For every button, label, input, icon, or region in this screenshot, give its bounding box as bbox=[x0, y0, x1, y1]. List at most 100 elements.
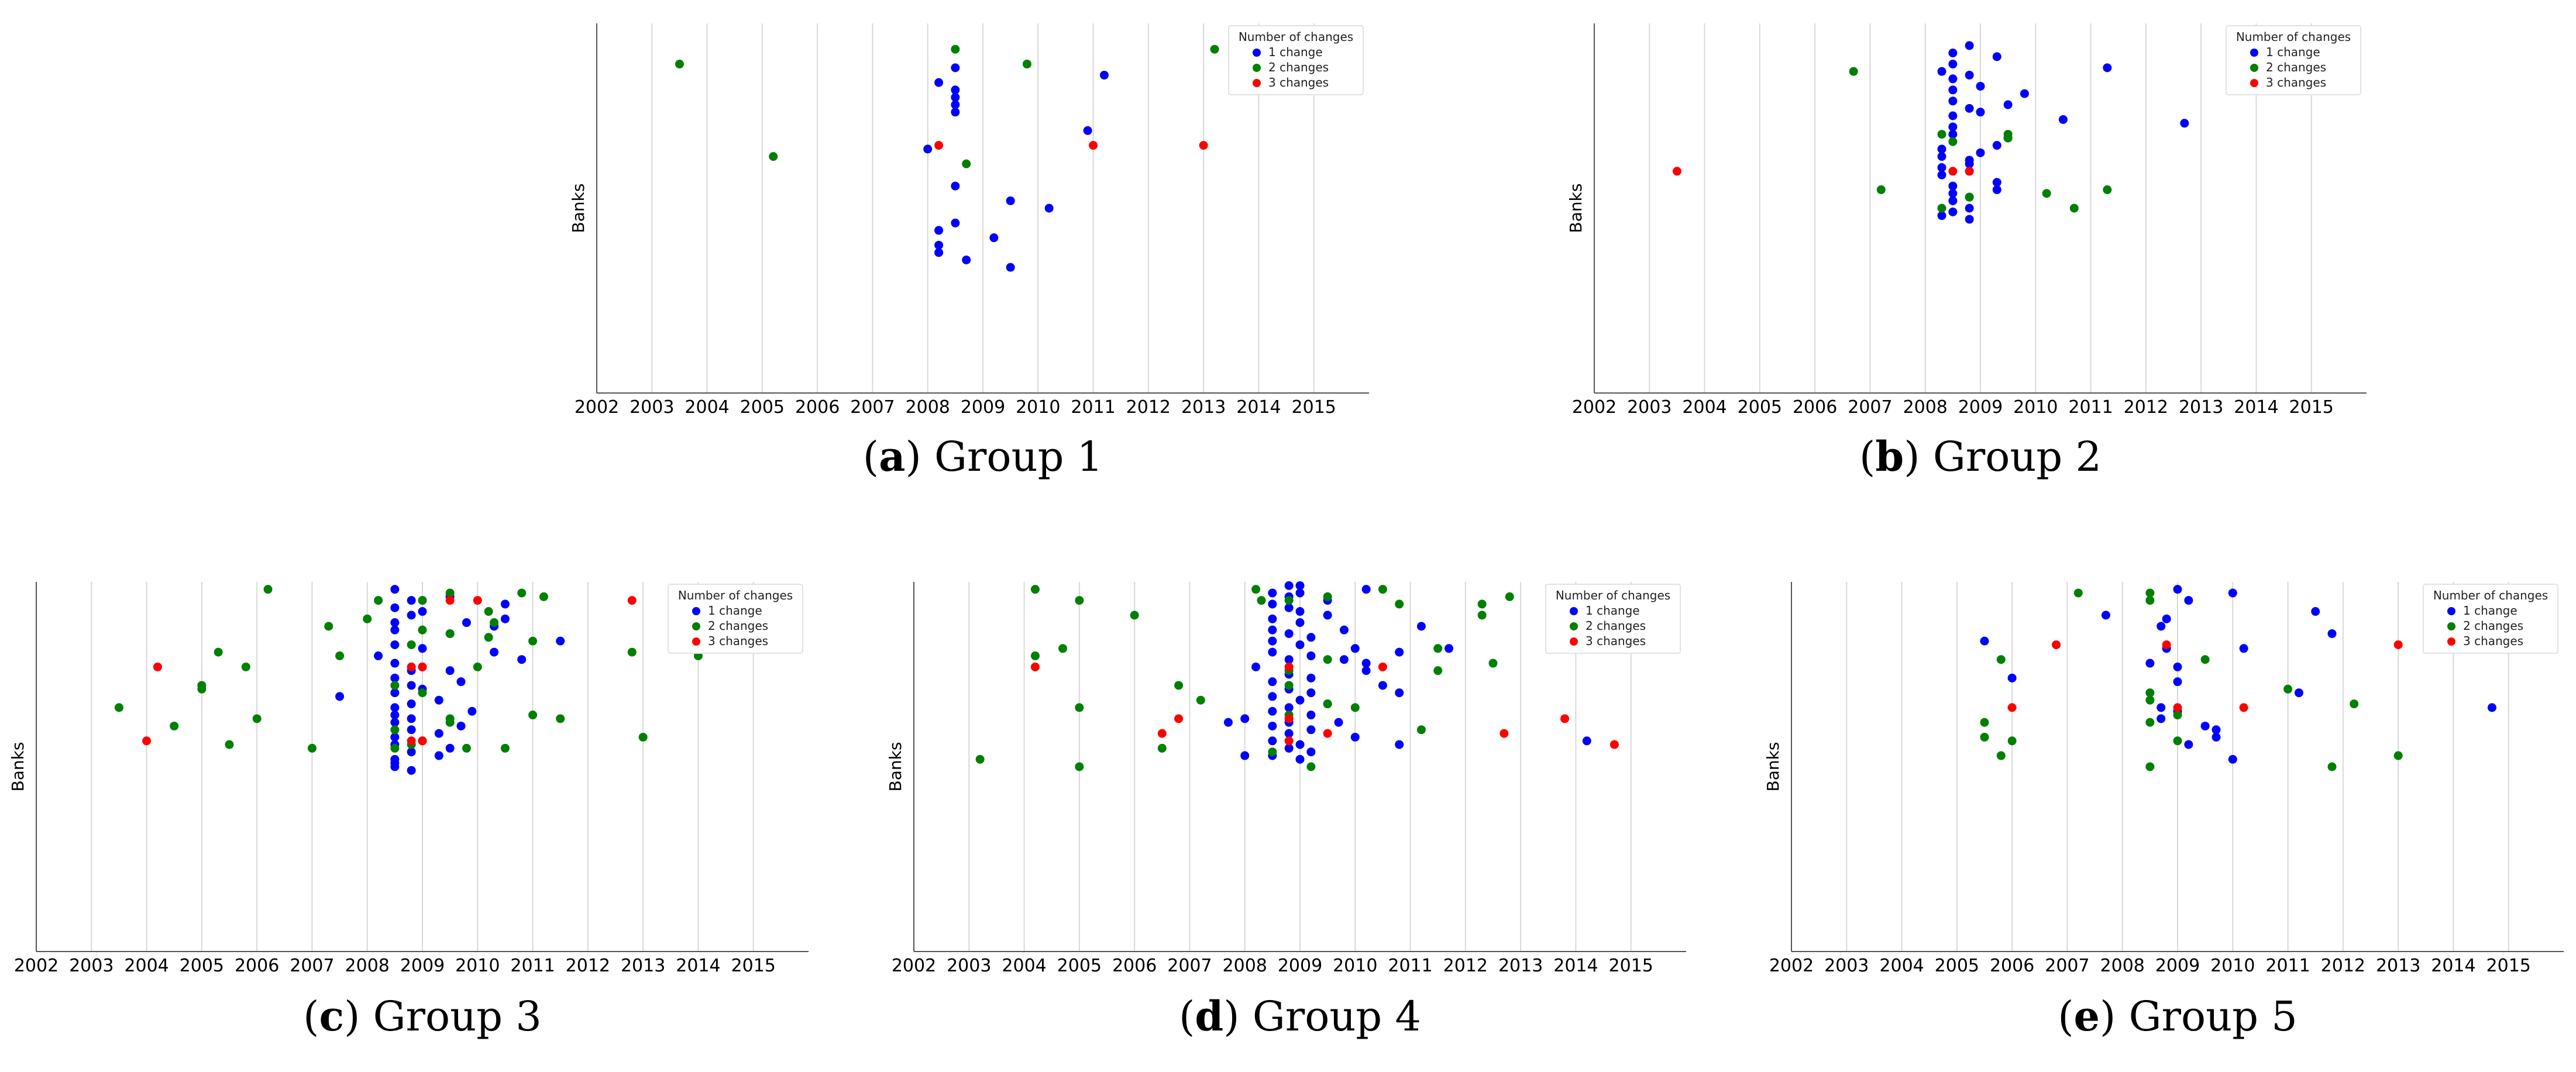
data-point bbox=[1976, 108, 1985, 117]
data-point bbox=[1268, 636, 1277, 646]
caption-close-paren: ) bbox=[1223, 992, 1253, 1040]
data-point bbox=[1174, 681, 1184, 690]
legend-box bbox=[1228, 25, 1364, 95]
data-point bbox=[1284, 729, 1294, 738]
data-point bbox=[1196, 695, 1205, 705]
data-point bbox=[1948, 181, 1958, 191]
data-point bbox=[1295, 754, 1305, 764]
panel-caption: (e) Group 5 bbox=[2058, 992, 2298, 1040]
data-point bbox=[390, 659, 400, 668]
data-point bbox=[1433, 644, 1443, 653]
data-point bbox=[1499, 729, 1509, 738]
data-point bbox=[627, 647, 637, 657]
data-point bbox=[1609, 740, 1619, 749]
data-point bbox=[556, 714, 565, 723]
data-point bbox=[1948, 111, 1958, 120]
data-point bbox=[1306, 725, 1316, 735]
legend-entry: 3 changes bbox=[1586, 634, 1646, 648]
data-point bbox=[1089, 141, 1098, 150]
data-point bbox=[142, 736, 152, 746]
legend-marker bbox=[2447, 607, 2455, 615]
data-point bbox=[1433, 666, 1443, 675]
x-tick-label: 2009 bbox=[2155, 956, 2200, 976]
data-point bbox=[1284, 596, 1294, 605]
data-point bbox=[2393, 640, 2403, 649]
legend-marker bbox=[1253, 49, 1261, 57]
data-point bbox=[539, 592, 548, 601]
data-point bbox=[1295, 695, 1305, 705]
data-point bbox=[1240, 714, 1250, 723]
data-point bbox=[2283, 684, 2293, 694]
data-point bbox=[1174, 714, 1184, 723]
caption-open-paren: ( bbox=[303, 992, 319, 1040]
data-point bbox=[434, 751, 443, 760]
data-point bbox=[1477, 599, 1487, 609]
data-point bbox=[462, 618, 471, 628]
data-point bbox=[1157, 729, 1167, 738]
data-point bbox=[1948, 49, 1958, 58]
data-point bbox=[1006, 263, 1015, 272]
data-point bbox=[1976, 81, 1985, 91]
data-point bbox=[390, 725, 400, 735]
y-axis-label: Banks bbox=[8, 742, 27, 792]
x-tick-label: 2010 bbox=[455, 956, 500, 976]
x-tick-label: 2012 bbox=[1126, 397, 1171, 418]
data-point bbox=[2157, 703, 2166, 712]
data-point bbox=[490, 647, 499, 657]
x-tick-label: 2012 bbox=[566, 956, 610, 976]
data-point bbox=[407, 747, 416, 757]
data-point bbox=[1295, 640, 1305, 649]
data-point bbox=[2145, 588, 2155, 598]
data-point bbox=[1395, 688, 1404, 698]
data-point bbox=[1268, 747, 1277, 757]
data-point bbox=[1295, 581, 1305, 590]
caption-close-paren: ) bbox=[2100, 992, 2129, 1040]
data-point bbox=[2103, 185, 2112, 194]
x-tick-label: 2007 bbox=[1848, 397, 1892, 418]
x-tick-label: 2013 bbox=[1181, 397, 1226, 418]
data-point bbox=[1022, 60, 1031, 69]
data-point bbox=[1306, 633, 1316, 642]
data-point bbox=[418, 625, 427, 635]
data-point bbox=[2145, 596, 2155, 605]
x-tick-label: 2012 bbox=[1443, 956, 1488, 976]
chart-panel-e: 2002 2003 2004 2005 2006 2007 2008 2009 2010 2011… bbox=[1763, 582, 2564, 1040]
legend-box bbox=[1545, 584, 1681, 654]
x-tick-label: 2007 bbox=[1167, 956, 1212, 976]
legend-entry: 1 change bbox=[1268, 45, 1323, 59]
x-tick-label: 2009 bbox=[400, 956, 445, 976]
data-point bbox=[1339, 625, 1349, 635]
data-point bbox=[1948, 207, 1958, 216]
data-point bbox=[951, 100, 960, 109]
data-point bbox=[500, 599, 510, 609]
data-point bbox=[407, 714, 416, 723]
x-tick-label: 2008 bbox=[1903, 397, 1948, 418]
x-tick-label: 2002 bbox=[1572, 397, 1617, 418]
data-point bbox=[1937, 144, 1946, 154]
data-point bbox=[1251, 662, 1261, 671]
data-point bbox=[2157, 622, 2166, 631]
data-point bbox=[2228, 754, 2237, 764]
data-point bbox=[1334, 718, 1343, 727]
data-point bbox=[434, 729, 443, 738]
data-point bbox=[1257, 596, 1266, 605]
x-tick-label: 2003 bbox=[1627, 397, 1672, 418]
data-point bbox=[390, 743, 400, 753]
x-tick-label: 2013 bbox=[2376, 956, 2420, 976]
data-point bbox=[241, 662, 250, 671]
caption-open-paren: ( bbox=[863, 433, 879, 481]
data-point bbox=[1996, 655, 2006, 664]
legend-box bbox=[2226, 25, 2361, 95]
legend-entry: 2 changes bbox=[2266, 60, 2326, 74]
data-point bbox=[1948, 122, 1958, 132]
data-point bbox=[517, 588, 527, 598]
x-tick-label: 2009 bbox=[1278, 956, 1322, 976]
legend-entry: 1 change bbox=[2266, 45, 2320, 59]
data-point bbox=[2294, 688, 2303, 698]
data-point bbox=[363, 614, 372, 623]
data-point bbox=[2239, 644, 2248, 653]
data-point bbox=[390, 732, 400, 742]
data-point bbox=[2180, 119, 2189, 128]
data-point bbox=[1965, 70, 1974, 80]
data-point bbox=[2228, 588, 2237, 598]
